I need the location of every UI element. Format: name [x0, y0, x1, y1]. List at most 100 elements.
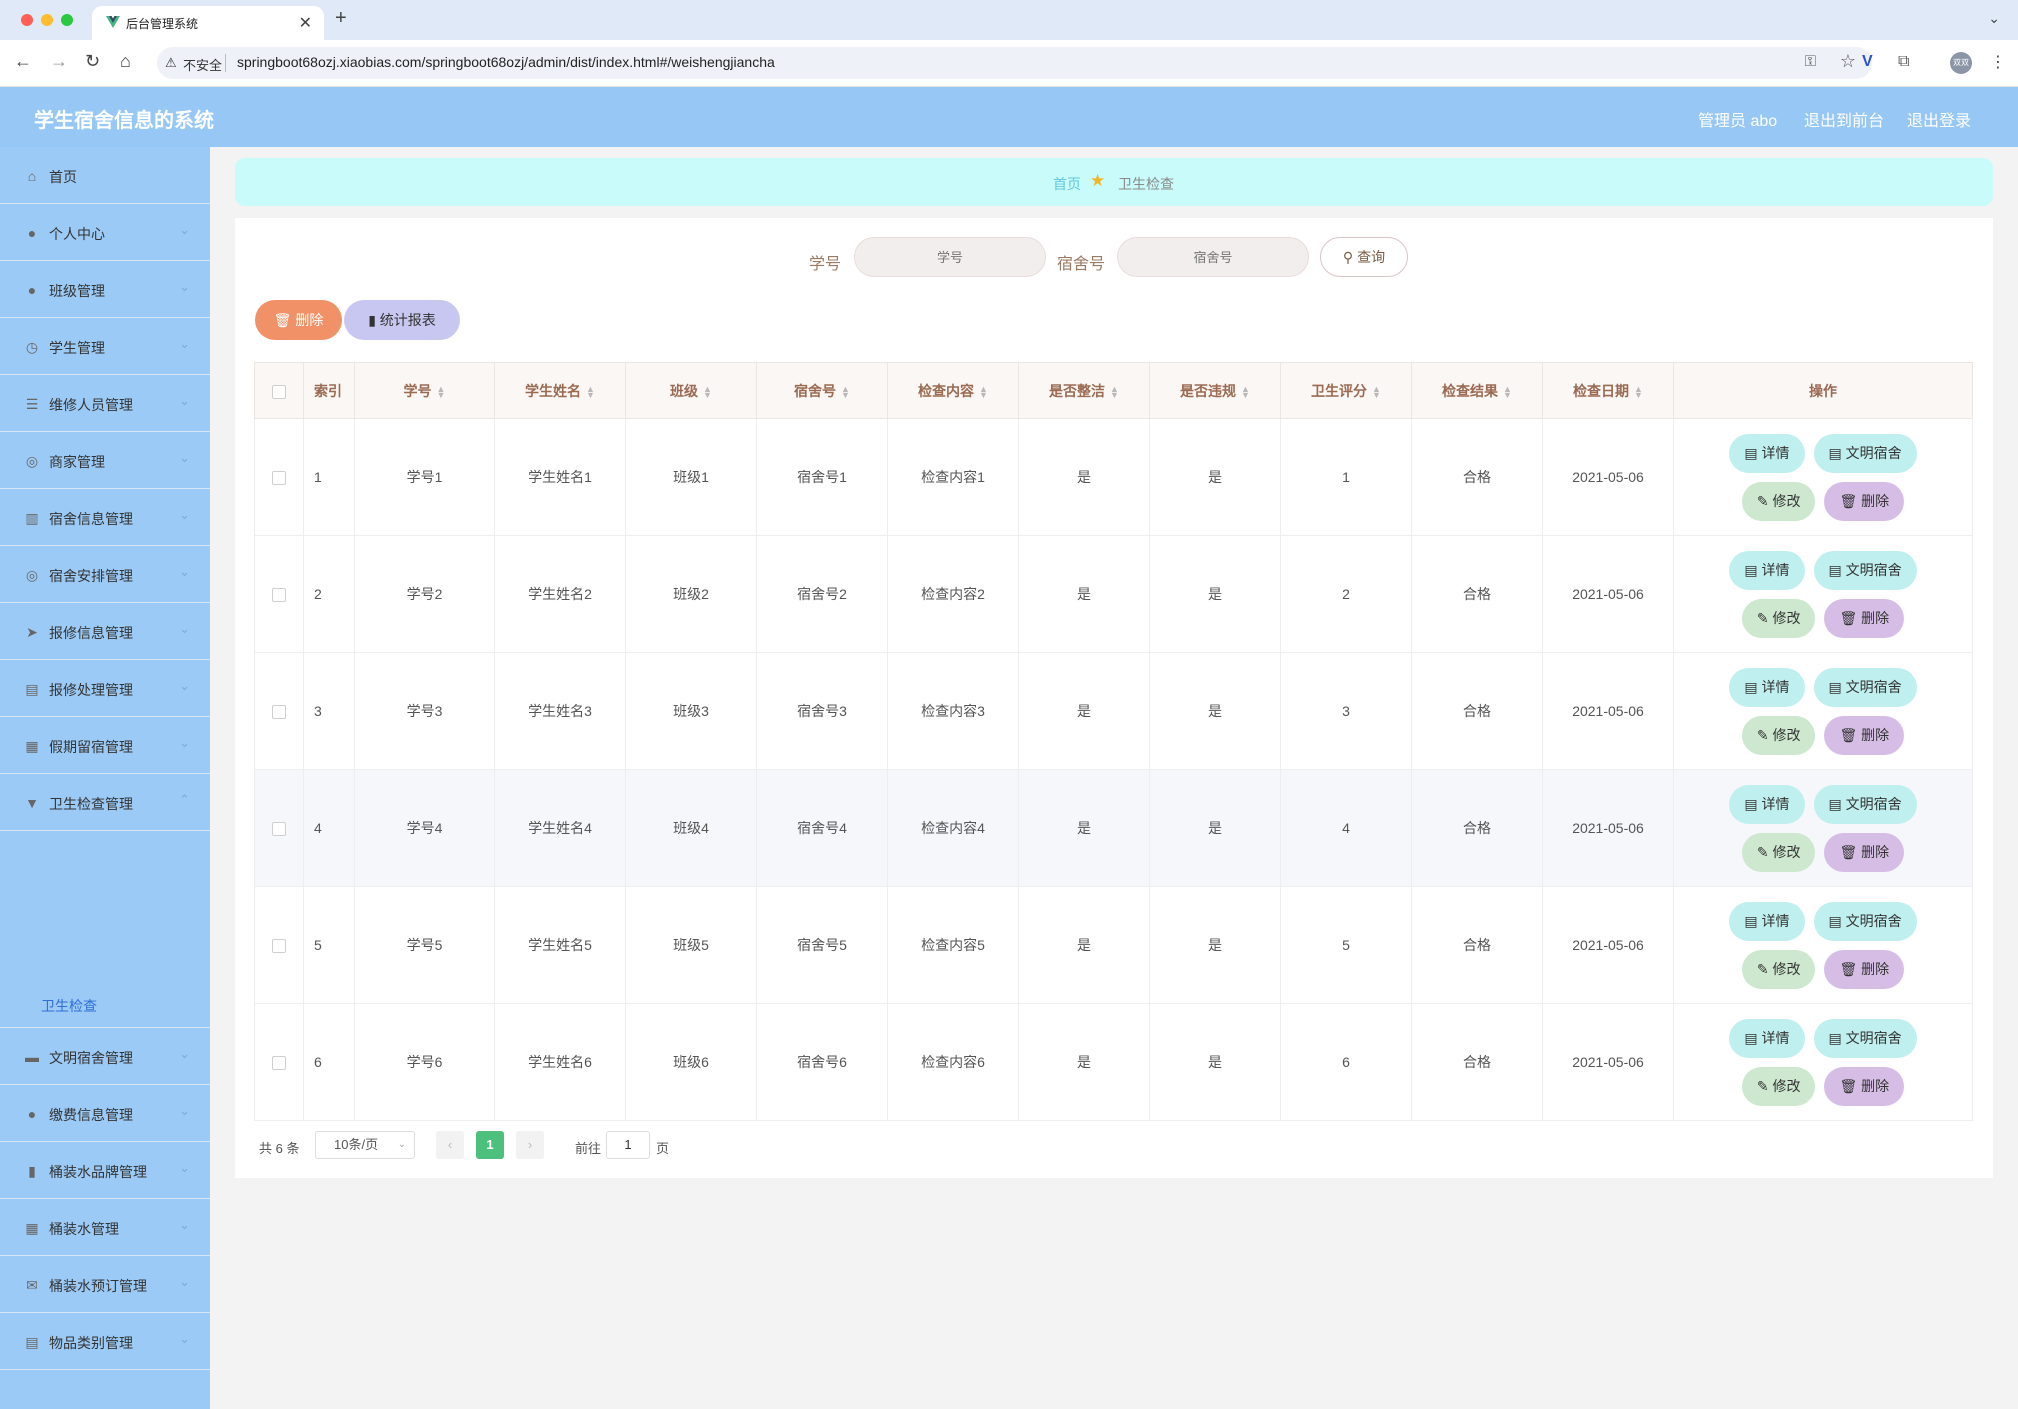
extensions-puzzle-icon[interactable]: ⧉ [1898, 53, 1910, 70]
logout-link[interactable]: 退出登录 [1907, 113, 1972, 130]
sidebar-item-water[interactable]: ▦ 桶装水管理 ⌄ [0, 1199, 210, 1256]
delete-button[interactable]: 🗑 删除 [1824, 832, 1905, 872]
prev-page-button[interactable]: ‹ [436, 1131, 464, 1159]
sidebar-item-repair-staff[interactable]: ☰ 维修人员管理 ⌄ [0, 375, 210, 432]
sort-icon[interactable]: ▲ ▼ [1110, 383, 1119, 400]
sort-icon[interactable]: ▲ ▼ [979, 383, 988, 400]
reload-icon[interactable]: ↻ [85, 51, 101, 71]
detail-button[interactable]: ▤ 详情 [1729, 784, 1805, 824]
sort-icon[interactable]: ▲ ▼ [1372, 383, 1381, 400]
column-header-violation[interactable]: 是否违规 ▲ ▼ [1149, 362, 1281, 419]
sidebar-item-civil-dorm[interactable]: ▬ 文明宿舍管理 ⌄ [0, 1028, 210, 1085]
page-size-select[interactable]: 10条/页 ⌄ [315, 1131, 415, 1159]
sort-icon[interactable]: ▲ ▼ [1634, 383, 1643, 400]
delete-button[interactable]: 🗑 删除 [1824, 598, 1905, 638]
row-checkbox[interactable] [272, 822, 286, 837]
column-header-score[interactable]: 卫生评分 ▲ ▼ [1280, 362, 1412, 419]
sort-icon[interactable]: ▲ ▼ [841, 383, 850, 400]
breadcrumb-home-link[interactable]: 首页 [1053, 176, 1081, 192]
window-close-button[interactable] [21, 14, 33, 26]
column-header-tidy[interactable]: 是否整洁 ▲ ▼ [1018, 362, 1150, 419]
column-header-result[interactable]: 检查结果 ▲ ▼ [1411, 362, 1543, 419]
tab-close-icon[interactable]: ✕ [298, 15, 312, 32]
profile-avatar[interactable]: 双双 [1950, 52, 1972, 74]
sidebar-item-personal-center[interactable]: ● 个人中心 ⌄ [0, 204, 210, 261]
column-header-date[interactable]: 检查日期 ▲ ▼ [1542, 362, 1674, 419]
edit-button[interactable]: ✎ 修改 [1741, 481, 1816, 521]
back-icon[interactable]: ← [14, 51, 32, 71]
sidebar-item-repair-handle[interactable]: ▤ 报修处理管理 ⌄ [0, 660, 210, 717]
edit-button[interactable]: ✎ 修改 [1741, 949, 1816, 989]
goto-page-input[interactable]: 1 [606, 1131, 650, 1159]
dorm-no-input[interactable] [1117, 237, 1309, 277]
column-header-dorm[interactable]: 宿舍号 ▲ ▼ [756, 362, 888, 419]
delete-button[interactable]: 🗑 删除 [1824, 481, 1905, 521]
sort-icon[interactable]: ▲ ▼ [1503, 383, 1512, 400]
sidebar-item-item-category[interactable]: ▤ 物品类别管理 ⌄ [0, 1313, 210, 1370]
key-icon[interactable]: ⚿ [1804, 53, 1816, 70]
detail-button[interactable]: ▤ 详情 [1729, 667, 1805, 707]
sidebar-item-student[interactable]: ◷ 学生管理 ⌄ [0, 318, 210, 375]
sidebar-item-water-brand[interactable]: ▮ 桶装水品牌管理 ⌄ [0, 1142, 210, 1199]
civil-dorm-button[interactable]: ▤ 文明宿舍 [1813, 433, 1917, 473]
row-checkbox[interactable] [272, 1056, 286, 1071]
edit-button[interactable]: ✎ 修改 [1741, 1066, 1816, 1106]
row-checkbox[interactable] [272, 588, 286, 603]
browser-tab[interactable]: 后台管理系统 ✕ [92, 6, 324, 40]
column-header-name[interactable]: 学生姓名 ▲ ▼ [494, 362, 626, 419]
tab-menu-icon[interactable]: ⌄ [1988, 10, 2000, 26]
sidebar-item-merchant[interactable]: ◎ 商家管理 ⌄ [0, 432, 210, 489]
insecure-label[interactable]: 不安全 [183, 58, 223, 73]
row-checkbox[interactable] [272, 705, 286, 720]
detail-button[interactable]: ▤ 详情 [1729, 901, 1805, 941]
student-no-input[interactable] [854, 237, 1046, 277]
window-minimize-button[interactable] [41, 14, 53, 26]
page-number-current[interactable]: 1 [476, 1131, 504, 1159]
bookmark-star-icon[interactable]: ☆ [1839, 51, 1856, 71]
column-header-student-no[interactable]: 学号 ▲ ▼ [354, 362, 495, 419]
civil-dorm-button[interactable]: ▤ 文明宿舍 [1813, 901, 1917, 941]
sort-icon[interactable]: ▲ ▼ [436, 383, 446, 400]
sidebar-item-dorm-info[interactable]: ▥ 宿舍信息管理 ⌄ [0, 489, 210, 546]
home-icon[interactable]: ⌂ [120, 51, 131, 71]
sidebar-item-holiday-stay[interactable]: ▦ 假期留宿管理 ⌄ [0, 717, 210, 774]
sidebar-item-water-order[interactable]: ✉ 桶装水预订管理 ⌄ [0, 1256, 210, 1313]
sort-icon[interactable]: ▲ ▼ [1241, 383, 1250, 400]
browser-menu-icon[interactable]: ⋮ [1990, 54, 2006, 71]
delete-button[interactable]: 🗑 删除 [1824, 1066, 1905, 1106]
detail-button[interactable]: ▤ 详情 [1729, 1018, 1805, 1058]
row-checkbox[interactable] [272, 471, 286, 486]
address-bar[interactable]: ⚠ 不安全 springboot68ozj.xiaobias.com/sprin… [157, 47, 1872, 79]
sidebar-item-dorm-arrange[interactable]: ◎ 宿舍安排管理 ⌄ [0, 546, 210, 603]
query-button[interactable]: ⚲ 查询 [1320, 237, 1408, 277]
stats-report-button[interactable]: ▮ 统计报表 [344, 300, 460, 340]
column-header-class[interactable]: 班级 ▲ ▼ [625, 362, 757, 419]
edit-button[interactable]: ✎ 修改 [1741, 832, 1816, 872]
forward-icon[interactable]: → [50, 51, 68, 71]
delete-button[interactable]: 🗑 删除 [1824, 715, 1905, 755]
url-text[interactable]: springboot68ozj.xiaobias.com/springboot6… [237, 54, 775, 70]
sidebar-item-class[interactable]: ● 班级管理 ⌄ [0, 261, 210, 318]
sidebar-item-hygiene-check[interactable]: ▼ 卫生检查管理 ⌃ [0, 774, 210, 831]
batch-delete-button[interactable]: 🗑 删除 [255, 300, 342, 340]
edit-button[interactable]: ✎ 修改 [1741, 598, 1816, 638]
next-page-button[interactable]: › [516, 1131, 544, 1159]
sort-icon[interactable]: ▲ ▼ [586, 383, 595, 400]
civil-dorm-button[interactable]: ▤ 文明宿舍 [1813, 667, 1917, 707]
sidebar-item-payment[interactable]: ● 缴费信息管理 ⌄ [0, 1085, 210, 1142]
exit-to-front-link[interactable]: 退出到前台 [1804, 113, 1885, 130]
detail-button[interactable]: ▤ 详情 [1729, 550, 1805, 590]
civil-dorm-button[interactable]: ▤ 文明宿舍 [1813, 784, 1917, 824]
select-all-checkbox[interactable] [272, 384, 286, 399]
new-tab-icon[interactable]: + [335, 7, 347, 29]
sidebar-item-repair-info[interactable]: ➤ 报修信息管理 ⌄ [0, 603, 210, 660]
row-checkbox[interactable] [272, 939, 286, 954]
sidebar-item-home[interactable]: ⌂ 首页 [0, 147, 210, 204]
column-header-content[interactable]: 检查内容 ▲ ▼ [887, 362, 1019, 419]
delete-button[interactable]: 🗑 删除 [1824, 949, 1905, 989]
civil-dorm-button[interactable]: ▤ 文明宿舍 [1813, 1018, 1917, 1058]
extension-v-icon[interactable]: V [1862, 53, 1873, 70]
sort-icon[interactable]: ▲ ▼ [703, 383, 712, 400]
detail-button[interactable]: ▤ 详情 [1729, 433, 1805, 473]
window-maximize-button[interactable] [61, 14, 73, 26]
